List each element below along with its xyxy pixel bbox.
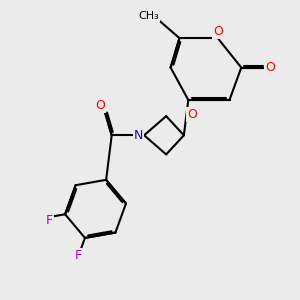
Text: O: O bbox=[265, 61, 275, 74]
Text: CH₃: CH₃ bbox=[139, 11, 160, 21]
Text: F: F bbox=[46, 214, 53, 227]
Text: O: O bbox=[213, 25, 223, 38]
Text: N: N bbox=[134, 129, 143, 142]
Text: O: O bbox=[95, 99, 105, 112]
Text: O: O bbox=[187, 108, 197, 121]
Text: F: F bbox=[75, 249, 82, 262]
